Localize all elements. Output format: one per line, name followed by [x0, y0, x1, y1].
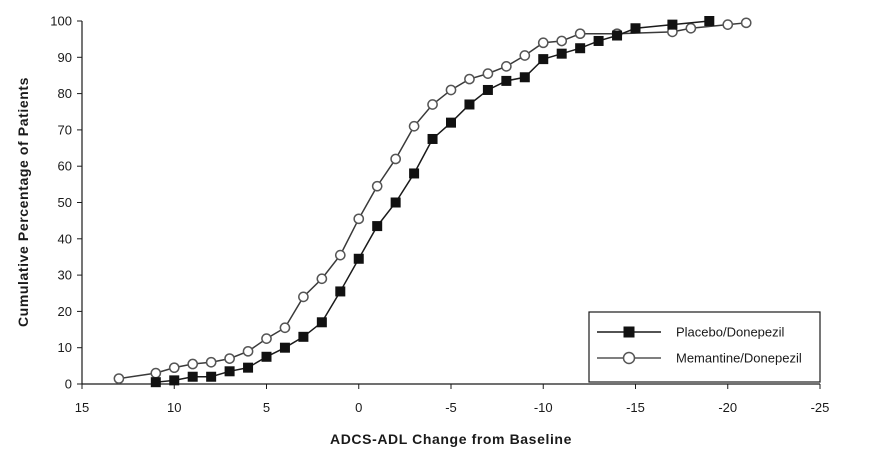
data-point-square [667, 19, 678, 30]
series-layer [113, 16, 752, 388]
data-point-circle [261, 333, 272, 344]
data-point-circle [371, 180, 383, 192]
data-point-circle [501, 61, 512, 72]
data-point-circle [722, 19, 734, 30]
y-tick-label: 20 [58, 304, 72, 319]
data-point-square [575, 43, 586, 54]
data-point-square [612, 30, 623, 41]
data-point-square [704, 16, 715, 26]
x-tick-label: -25 [811, 400, 830, 415]
data-point-square [482, 84, 493, 95]
y-tick-label: 50 [58, 195, 72, 210]
legend: Placebo/Donepezil Memantine/Donepezil [588, 311, 821, 383]
x-tick-label: -10 [534, 400, 553, 415]
y-tick-label: 80 [58, 86, 72, 101]
legend-item: Memantine/Donepezil [597, 351, 802, 366]
data-point-square [501, 75, 512, 86]
x-axis-title: ADCS-ADL Change from Baseline [330, 431, 572, 447]
data-point-square [623, 326, 635, 338]
legend-label: Memantine/Donepezil [676, 351, 802, 366]
data-point-circle [113, 373, 125, 384]
data-point-square [261, 351, 272, 362]
data-point-circle [445, 84, 457, 96]
data-point-circle [150, 367, 162, 379]
y-tick-label: 10 [58, 340, 72, 355]
data-point-circle [685, 22, 697, 34]
data-point-circle [537, 37, 549, 49]
data-point-circle [205, 356, 217, 368]
data-point-square [169, 375, 180, 386]
y-tick-label: 70 [58, 122, 72, 137]
data-point-square [593, 35, 604, 46]
data-point-square [150, 377, 161, 388]
data-point-square [187, 371, 198, 382]
data-point-square [316, 317, 327, 328]
y-tick-label: 100 [50, 14, 72, 29]
data-point-circle [168, 362, 180, 374]
data-point-circle [556, 35, 568, 47]
y-tick-label: 0 [65, 377, 72, 392]
data-point-circle [353, 213, 365, 225]
data-point-circle [574, 28, 586, 40]
x-tick-label: 5 [263, 400, 270, 415]
data-point-square [224, 366, 235, 377]
legend-label: Placebo/Donepezil [676, 325, 785, 340]
x-tick-label: -20 [718, 400, 737, 415]
data-point-square [298, 331, 309, 342]
data-point-circle [242, 345, 254, 357]
data-point-circle [427, 99, 438, 110]
data-point-square [446, 117, 456, 128]
data-point-square [353, 253, 364, 264]
data-point-square [372, 221, 383, 232]
y-tick-label: 40 [58, 231, 72, 246]
legend-item: Placebo/Donepezil [597, 325, 785, 340]
y-axis-title: Cumulative Percentage of Patients [15, 77, 31, 327]
data-point-circle [482, 68, 494, 79]
y-tick-label: 60 [58, 159, 72, 174]
data-point-circle [408, 120, 420, 132]
data-point-square [243, 362, 254, 373]
series-memantine-donepezil [113, 17, 752, 384]
data-point-square [538, 54, 549, 65]
data-point-circle [622, 351, 636, 365]
data-point-square [206, 371, 217, 382]
x-tick-label: -5 [445, 400, 457, 415]
data-point-square [519, 72, 530, 83]
data-point-circle [740, 17, 752, 29]
legend-box [588, 311, 821, 383]
y-tick-label: 30 [58, 268, 72, 283]
data-point-circle [279, 322, 291, 334]
x-tick-label: 10 [167, 400, 181, 415]
data-point-square [427, 133, 438, 144]
data-point-circle [224, 353, 235, 364]
data-point-square [279, 342, 290, 353]
x-tick-label: 15 [75, 400, 89, 415]
data-point-square [390, 197, 401, 208]
data-point-circle [316, 273, 328, 285]
data-point-circle [464, 73, 475, 85]
series-placebo-donepezil [150, 16, 715, 388]
data-point-square [464, 99, 475, 110]
data-point-square [556, 48, 567, 59]
data-point-circle [298, 291, 309, 303]
x-tick-label: 0 [355, 400, 362, 415]
x-tick-label: -15 [626, 400, 645, 415]
data-point-circle [390, 153, 401, 165]
data-point-square [409, 168, 420, 179]
data-point-square [630, 23, 641, 34]
data-point-circle [187, 358, 199, 370]
data-point-square [335, 286, 346, 297]
data-point-circle [334, 249, 346, 261]
data-point-circle [519, 50, 531, 61]
y-tick-label: 90 [58, 50, 72, 65]
